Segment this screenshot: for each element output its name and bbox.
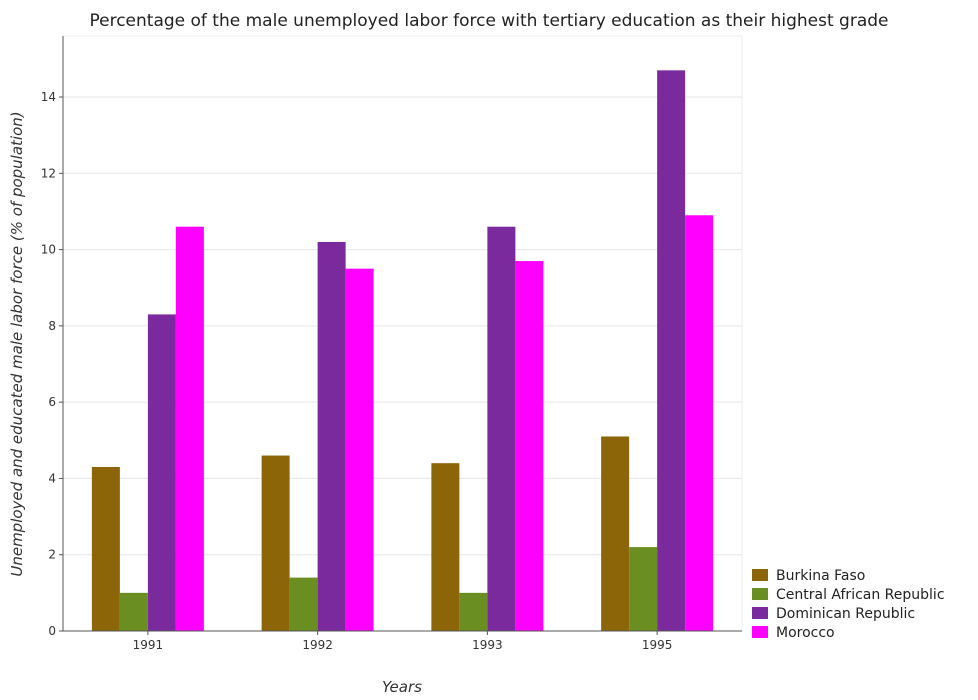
bar xyxy=(289,577,318,631)
y-tick-label: 0 xyxy=(48,624,56,638)
bar xyxy=(175,226,204,631)
x-axis-label: Years xyxy=(382,678,422,696)
x-tick-label: 1992 xyxy=(302,638,333,652)
bar xyxy=(119,592,148,631)
x-tick-label: 1991 xyxy=(133,638,164,652)
chart-title: Percentage of the male unemployed labor … xyxy=(89,11,888,31)
legend-swatch xyxy=(752,588,768,600)
y-tick-label: 6 xyxy=(48,395,56,409)
bar xyxy=(657,70,686,632)
y-tick-label: 12 xyxy=(41,166,56,180)
bar xyxy=(487,226,516,631)
y-tick-label: 10 xyxy=(41,243,56,257)
legend: Burkina Faso Central African Republic Domi… xyxy=(752,568,945,641)
bar xyxy=(515,261,544,631)
bar xyxy=(317,241,346,631)
legend-swatch xyxy=(752,607,768,619)
bar xyxy=(431,463,460,631)
x-tick-label: 1995 xyxy=(642,638,673,652)
bar xyxy=(91,466,120,631)
bar xyxy=(629,547,658,631)
y-axis: 0 2 4 6 8 10 12 14 xyxy=(41,36,64,638)
bar xyxy=(261,455,290,631)
bar xyxy=(601,436,630,631)
y-tick-label: 4 xyxy=(48,471,56,485)
x-tick-label: 1993 xyxy=(472,638,503,652)
legend-label: Burkina Faso xyxy=(776,568,865,584)
bar xyxy=(459,592,488,631)
y-tick-label: 2 xyxy=(48,548,56,562)
legend-label: Morocco xyxy=(776,625,835,641)
bar xyxy=(345,268,374,631)
legend-label: Central African Republic xyxy=(776,587,945,603)
x-axis: 1991 1992 1993 1995 xyxy=(63,630,742,652)
bars xyxy=(91,70,714,632)
legend-swatch xyxy=(752,626,768,638)
y-tick-label: 14 xyxy=(41,90,56,104)
y-tick-label: 8 xyxy=(48,319,56,333)
legend-swatch xyxy=(752,569,768,581)
bar xyxy=(685,215,714,631)
bar xyxy=(147,314,176,631)
y-axis-label: Unemployed and educated male labor force… xyxy=(8,111,26,576)
legend-label: Dominican Republic xyxy=(776,606,915,622)
